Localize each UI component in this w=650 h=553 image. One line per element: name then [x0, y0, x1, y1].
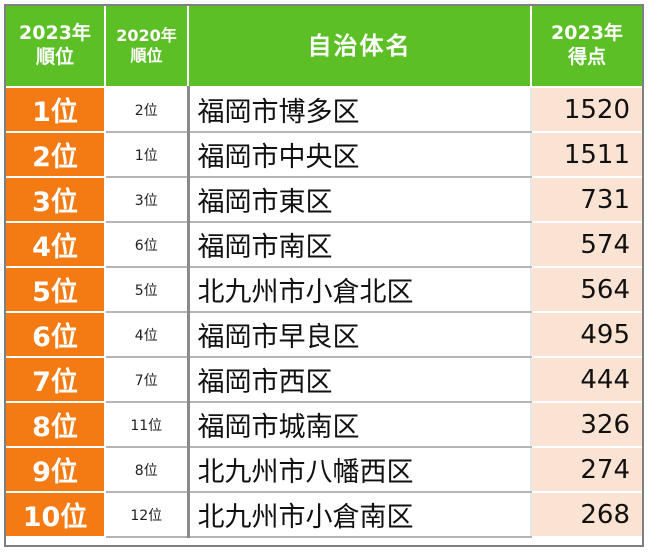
municipality-name-cell: 福岡市南区 — [188, 222, 532, 268]
rank-2020-cell: 7位 — [105, 357, 190, 403]
header-2023-rank-line1: 2023年 — [19, 22, 91, 45]
table-row: 4位 6位 福岡市南区 574 — [6, 222, 642, 268]
rank-2020-cell: 12位 — [105, 492, 190, 538]
header-2023-rank-line2: 順位 — [35, 46, 74, 68]
table-row: 8位 11位 福岡市城南区 326 — [6, 402, 642, 448]
header-2023-score: 2023年 得点 — [531, 6, 642, 88]
rank-2023-cell: 10位 — [6, 492, 106, 538]
score-cell: 574 — [531, 222, 642, 268]
table-row: 5位 5位 北九州市小倉北区 564 — [6, 267, 642, 313]
ranking-table: 2023年 順位 2020年 順位 自治体名 2023年 得点 1位 2位 福岡… — [6, 6, 642, 538]
table-row: 7位 7位 福岡市西区 444 — [6, 357, 642, 403]
table-row: 9位 8位 北九州市八幡西区 274 — [6, 447, 642, 493]
score-cell: 274 — [531, 447, 642, 493]
score-cell: 495 — [531, 312, 642, 358]
municipality-name-cell: 福岡市中央区 — [188, 132, 532, 178]
municipality-name-cell: 福岡市城南区 — [188, 402, 532, 448]
score-cell: 444 — [531, 357, 642, 403]
rank-2023-cell: 3位 — [6, 177, 106, 223]
table-row: 2位 1位 福岡市中央区 1511 — [6, 132, 642, 178]
rank-2023-cell: 2位 — [6, 132, 106, 178]
rank-2023-cell: 1位 — [6, 87, 106, 133]
rank-2020-cell: 11位 — [105, 402, 190, 448]
rank-2023-cell: 5位 — [6, 267, 106, 313]
rank-2023-cell: 7位 — [6, 357, 106, 403]
table-row: 10位 12位 北九州市小倉南区 268 — [6, 492, 642, 538]
header-municipality-name: 自治体名 — [188, 6, 532, 88]
rank-2020-cell: 3位 — [105, 177, 190, 223]
rank-2020-cell: 8位 — [105, 447, 190, 493]
rank-2020-cell: 2位 — [105, 87, 190, 133]
municipality-name-cell: 北九州市小倉北区 — [188, 267, 532, 313]
municipality-name-cell: 福岡市東区 — [188, 177, 532, 223]
rank-2023-cell: 4位 — [6, 222, 106, 268]
score-cell: 326 — [531, 402, 642, 448]
header-2020-rank-line1: 2020年 — [116, 26, 177, 45]
header-2020-rank-line2: 順位 — [130, 46, 163, 65]
rank-2020-cell: 4位 — [105, 312, 190, 358]
score-cell: 731 — [531, 177, 642, 223]
header-2023-rank: 2023年 順位 — [6, 6, 106, 88]
score-cell: 564 — [531, 267, 642, 313]
municipality-name-cell: 福岡市西区 — [188, 357, 532, 403]
rank-2020-cell: 1位 — [105, 132, 190, 178]
municipality-name-cell: 福岡市博多区 — [188, 87, 532, 133]
table-row: 3位 3位 福岡市東区 731 — [6, 177, 642, 223]
municipality-name-cell: 福岡市早良区 — [188, 312, 532, 358]
score-cell: 1511 — [531, 132, 642, 178]
rank-2020-cell: 5位 — [105, 267, 190, 313]
rank-2023-cell: 6位 — [6, 312, 106, 358]
table-row: 1位 2位 福岡市博多区 1520 — [6, 87, 642, 133]
municipality-name-cell: 北九州市小倉南区 — [188, 492, 532, 538]
ranking-table-frame: 2023年 順位 2020年 順位 自治体名 2023年 得点 1位 2位 福岡… — [4, 4, 644, 547]
rank-2020-cell: 6位 — [105, 222, 190, 268]
score-cell: 1520 — [531, 87, 642, 133]
score-cell: 268 — [531, 492, 642, 538]
header-2020-rank: 2020年 順位 — [105, 6, 189, 88]
table-row: 6位 4位 福岡市早良区 495 — [6, 312, 642, 358]
table-header-row: 2023年 順位 2020年 順位 自治体名 2023年 得点 — [6, 6, 642, 88]
header-2023-score-line2: 得点 — [567, 46, 606, 68]
municipality-name-cell: 北九州市八幡西区 — [188, 447, 532, 493]
header-2023-score-line1: 2023年 — [551, 22, 623, 45]
rank-2023-cell: 9位 — [6, 447, 106, 493]
rank-2023-cell: 8位 — [6, 402, 106, 448]
